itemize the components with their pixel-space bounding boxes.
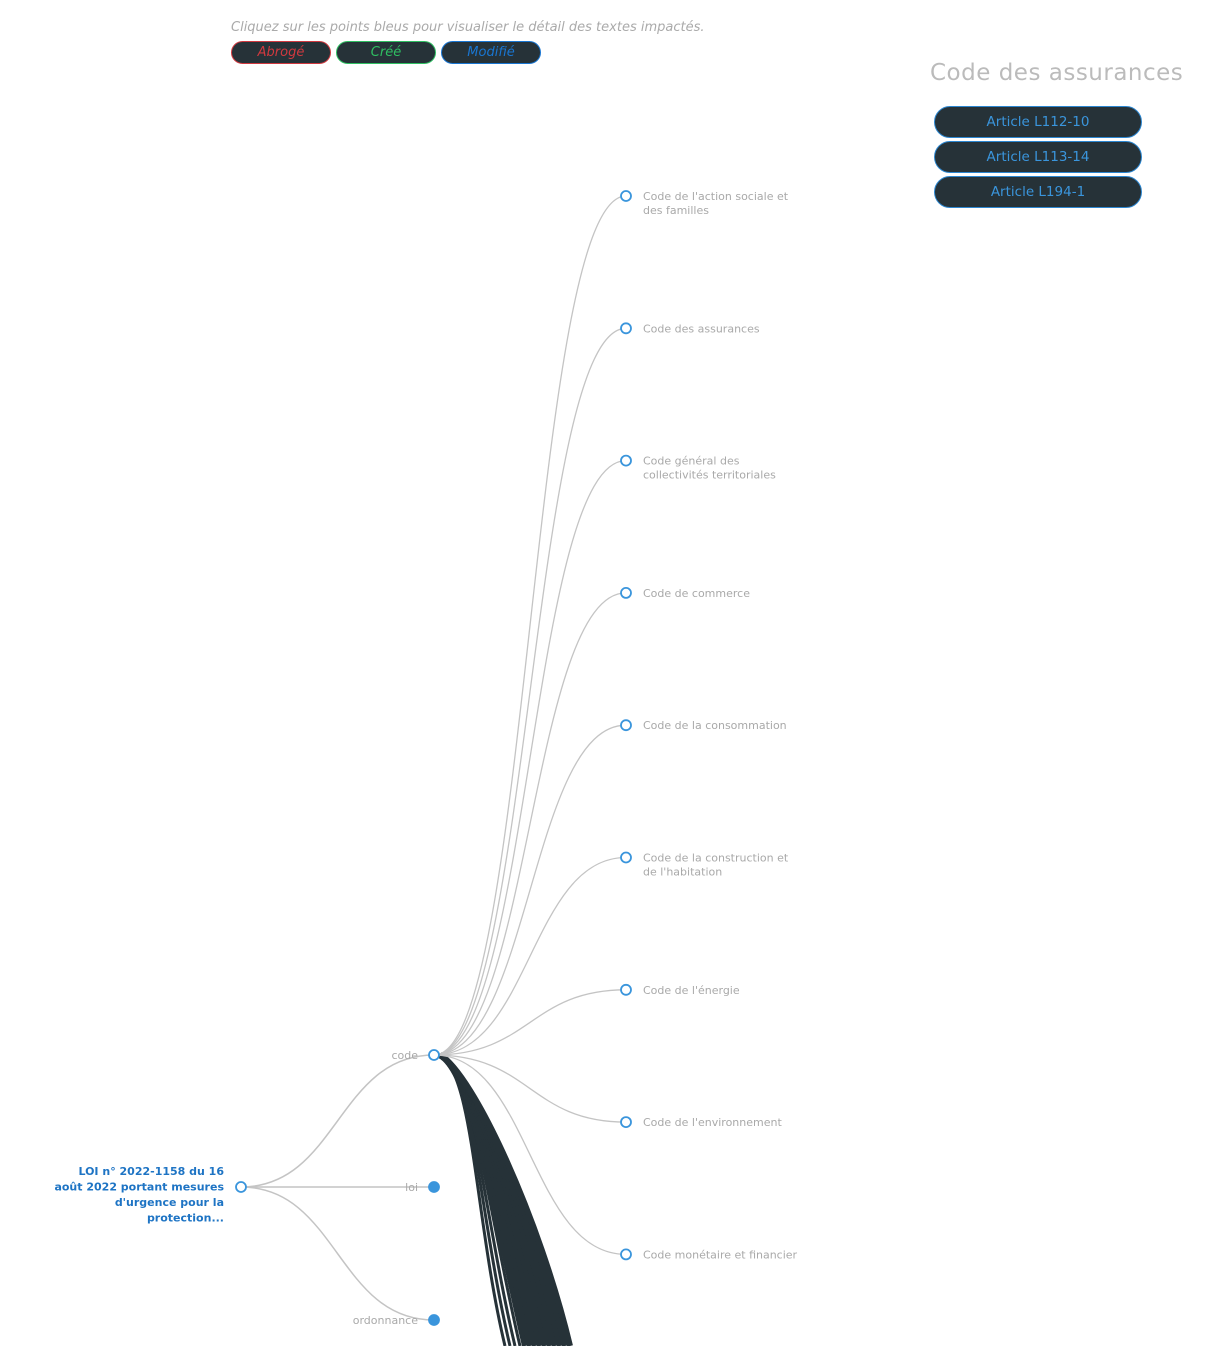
code-node[interactable] — [620, 719, 632, 732]
tree-link — [433, 592, 627, 1056]
instructions-text: Cliquez sur les points bleus pour visual… — [231, 20, 705, 35]
code-label: Code de l'action sociale et — [643, 190, 789, 203]
code-node[interactable] — [620, 322, 632, 335]
code-label: de l'habitation — [643, 866, 722, 879]
tree-link — [433, 1054, 627, 1123]
code-label: Code des assurances — [643, 322, 760, 335]
code-node[interactable] — [620, 851, 632, 864]
tree-link — [433, 1054, 627, 1256]
branch-node-loi[interactable] — [428, 1181, 440, 1193]
legend: Abrogé Créé Modifié — [231, 41, 541, 64]
code-label: Code de l'énergie — [643, 984, 740, 997]
branch-node-code[interactable] — [428, 1049, 440, 1061]
tree-link — [433, 856, 627, 1056]
tree-link — [240, 1054, 435, 1188]
tree-link — [433, 724, 627, 1056]
root-node[interactable] — [235, 1181, 247, 1193]
branch-node-ordonnance[interactable] — [428, 1314, 440, 1326]
code-label: des familles — [643, 204, 709, 217]
legend-modifie[interactable]: Modifié — [441, 41, 541, 64]
panel-title: Code des assurances — [930, 60, 1184, 86]
code-label: Code général des — [643, 455, 740, 468]
code-node[interactable] — [620, 1248, 632, 1261]
branch-label: ordonnance — [353, 1314, 418, 1327]
root-label[interactable]: d'urgence pour la — [115, 1196, 224, 1209]
offscreen-link — [438, 1052, 573, 1346]
tree-link — [433, 195, 627, 1056]
code-node[interactable] — [620, 454, 632, 467]
article-button[interactable]: Article L112-10 — [934, 106, 1142, 138]
code-label: Code de la consommation — [643, 719, 787, 732]
legend-abroge[interactable]: Abrogé — [231, 41, 331, 64]
code-label: Code de l'environnement — [643, 1116, 782, 1129]
article-button[interactable]: Article L113-14 — [934, 141, 1142, 173]
tree-link — [240, 1186, 435, 1321]
code-node[interactable] — [620, 983, 632, 996]
code-label: Code de commerce — [643, 587, 750, 600]
article-button[interactable]: Article L194-1 — [934, 176, 1142, 208]
tree-link — [433, 459, 627, 1056]
code-label: Code de la construction et — [643, 852, 789, 865]
code-node[interactable] — [620, 190, 632, 202]
code-label: collectivités territoriales — [643, 469, 776, 482]
root-label[interactable]: LOI n° 2022-1158 du 16 — [78, 1165, 224, 1178]
legend-cree[interactable]: Créé — [336, 41, 436, 64]
tree-link — [433, 327, 627, 1056]
code-node[interactable] — [620, 1116, 632, 1128]
detail-panel: Code des assurances Article L112-10 Arti… — [930, 60, 1184, 211]
code-node[interactable] — [620, 587, 632, 599]
root-label[interactable]: protection... — [147, 1212, 224, 1225]
branch-label: loi — [405, 1181, 418, 1194]
tree-link — [433, 989, 627, 1056]
code-label: Code monétaire et financier — [643, 1248, 798, 1261]
root-label[interactable]: août 2022 portant mesures — [54, 1181, 224, 1194]
branch-label: code — [391, 1049, 418, 1062]
